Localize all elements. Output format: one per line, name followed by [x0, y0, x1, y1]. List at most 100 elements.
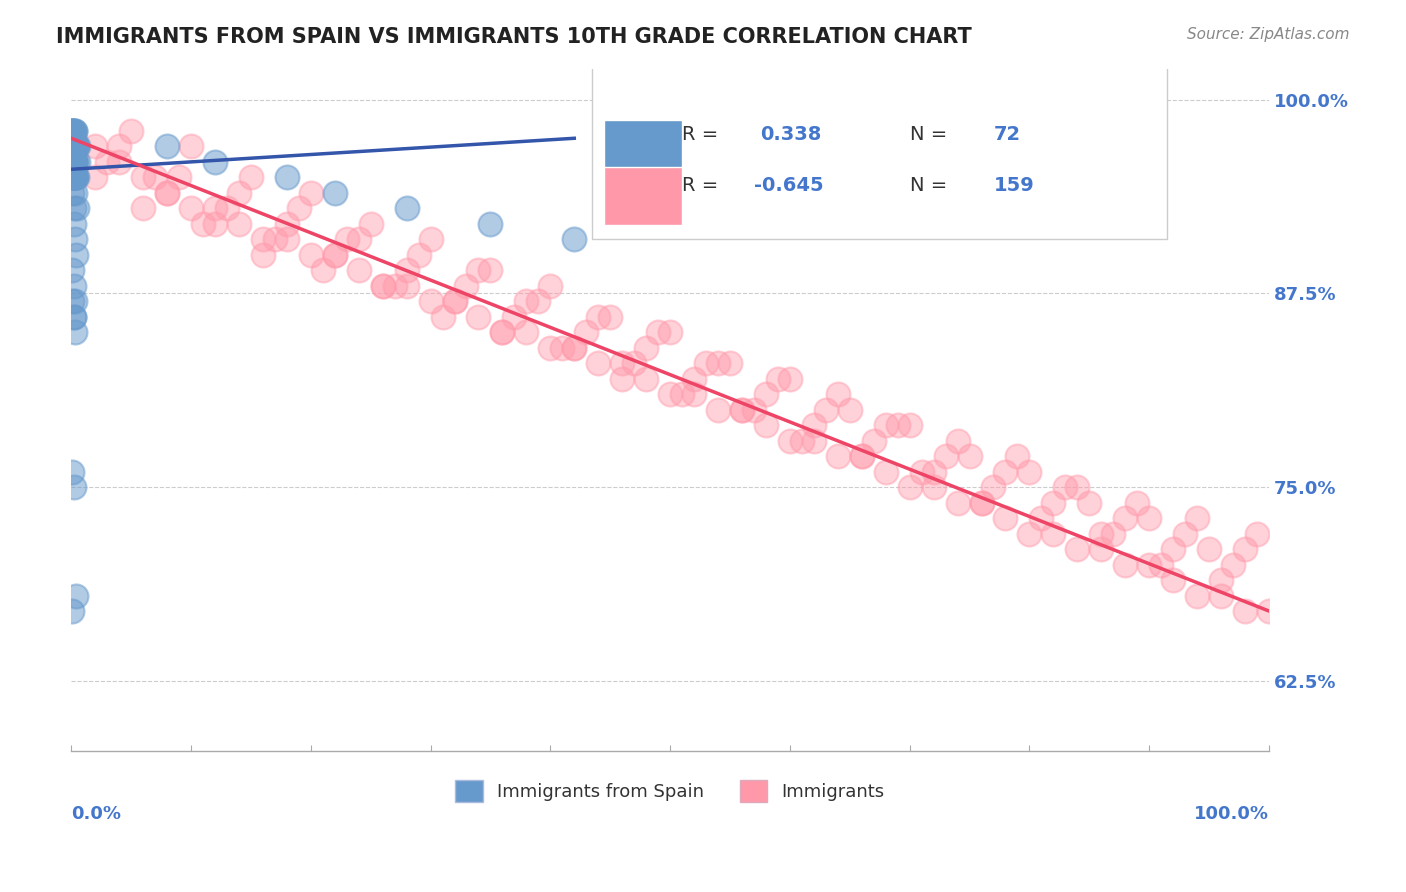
Point: [62, 154, 84, 169]
Point: [276, 169, 298, 184]
Point: [419, 293, 441, 308]
Point: [790, 434, 813, 448]
Point: [239, 169, 262, 184]
Point: [62, 154, 84, 169]
Point: [63, 169, 86, 184]
Point: [562, 232, 585, 246]
Point: [180, 201, 202, 215]
Point: [84, 169, 107, 184]
Point: [62, 186, 84, 200]
Point: [63, 139, 86, 153]
Point: [1066, 542, 1088, 557]
Point: [62, 154, 84, 169]
Point: [215, 201, 238, 215]
Point: [167, 169, 190, 184]
Point: [288, 201, 311, 215]
Point: [323, 186, 346, 200]
Point: [65, 589, 87, 603]
Text: -0.645: -0.645: [754, 177, 824, 195]
Point: [1233, 604, 1256, 618]
Point: [443, 293, 465, 308]
Point: [419, 232, 441, 246]
Text: 159: 159: [994, 177, 1035, 195]
Point: [108, 154, 131, 169]
Point: [62, 123, 84, 137]
Point: [659, 325, 682, 339]
Point: [851, 449, 873, 463]
Point: [946, 495, 969, 509]
Point: [191, 217, 214, 231]
Text: N =: N =: [910, 177, 946, 195]
Point: [1018, 465, 1040, 479]
Point: [299, 186, 322, 200]
Point: [62, 278, 84, 293]
Point: [1007, 449, 1029, 463]
Point: [1246, 526, 1268, 541]
Point: [862, 434, 884, 448]
Point: [491, 325, 513, 339]
Point: [65, 139, 87, 153]
Point: [62, 169, 84, 184]
Point: [62, 139, 84, 153]
Point: [323, 247, 346, 261]
Point: [779, 434, 801, 448]
Point: [63, 169, 86, 184]
Point: [898, 417, 921, 432]
Point: [755, 417, 778, 432]
Point: [1042, 526, 1064, 541]
Point: [62, 154, 84, 169]
Point: [132, 169, 155, 184]
Point: [515, 325, 537, 339]
Point: [946, 434, 969, 448]
Point: [62, 139, 84, 153]
Point: [898, 480, 921, 494]
Point: [62, 169, 84, 184]
Point: [683, 387, 706, 401]
Point: [156, 139, 179, 153]
Point: [63, 139, 86, 153]
Text: 72: 72: [994, 125, 1021, 145]
Point: [62, 123, 84, 137]
Point: [562, 341, 585, 355]
Point: [467, 263, 489, 277]
Point: [252, 232, 274, 246]
Point: [1054, 480, 1077, 494]
Point: [62, 154, 84, 169]
Point: [959, 449, 981, 463]
Point: [204, 201, 226, 215]
Point: [62, 169, 84, 184]
Point: [62, 169, 84, 184]
Point: [408, 247, 430, 261]
Point: [994, 465, 1017, 479]
Point: [62, 139, 84, 153]
Text: 0.338: 0.338: [759, 125, 821, 145]
Point: [371, 278, 394, 293]
Text: 0.0%: 0.0%: [72, 805, 121, 823]
Point: [156, 186, 179, 200]
Point: [180, 139, 202, 153]
Point: [1233, 542, 1256, 557]
Point: [766, 371, 789, 385]
Point: [994, 511, 1017, 525]
Point: [62, 465, 84, 479]
Point: [636, 341, 658, 355]
Point: [551, 341, 574, 355]
FancyBboxPatch shape: [592, 55, 1167, 239]
Point: [456, 278, 478, 293]
Text: Source: ZipAtlas.com: Source: ZipAtlas.com: [1187, 27, 1350, 42]
FancyBboxPatch shape: [605, 120, 682, 178]
Point: [62, 154, 84, 169]
Point: [108, 139, 131, 153]
Point: [65, 139, 87, 153]
Legend: Immigrants from Spain, Immigrants: Immigrants from Spain, Immigrants: [449, 773, 891, 810]
Point: [671, 387, 693, 401]
Point: [827, 449, 849, 463]
Point: [63, 232, 86, 246]
Point: [515, 293, 537, 308]
Point: [803, 434, 825, 448]
Point: [65, 247, 87, 261]
Point: [65, 154, 87, 169]
Point: [1018, 526, 1040, 541]
Point: [66, 201, 89, 215]
Point: [838, 402, 860, 417]
